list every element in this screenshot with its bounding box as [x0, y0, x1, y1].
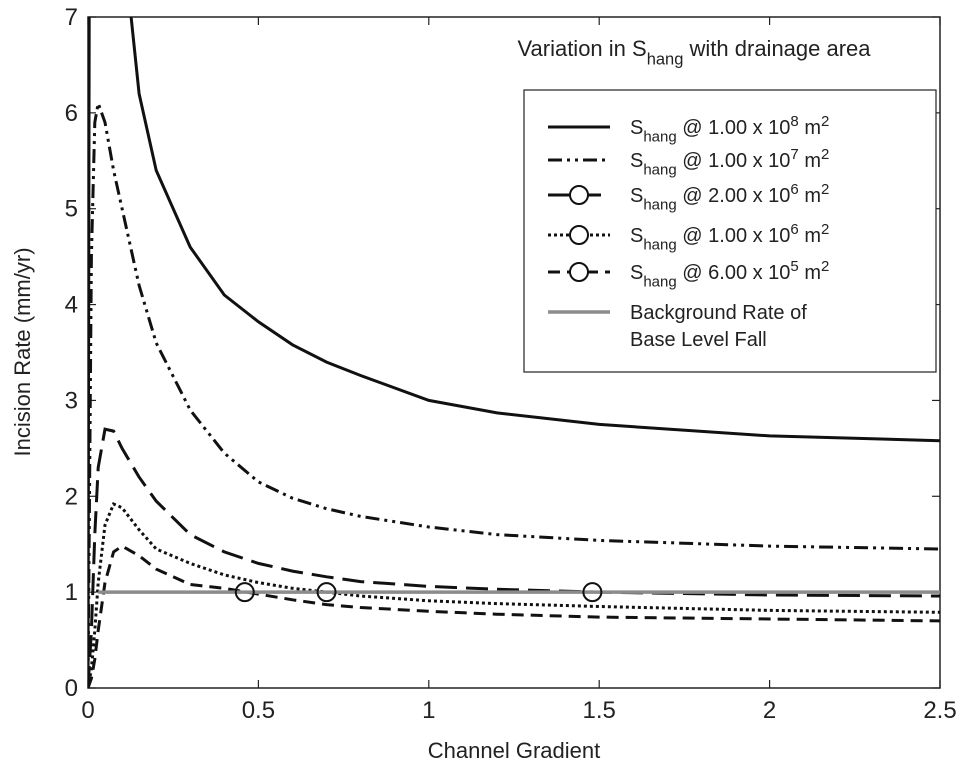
text-segment: 6 — [790, 221, 798, 238]
text-segment: m — [799, 225, 821, 247]
series-line — [88, 501, 940, 688]
legend-label: Shang @ 1.00 x 107 m2 — [630, 146, 829, 179]
y-tick-label: 3 — [65, 387, 78, 414]
x-tick-label: 0 — [81, 697, 94, 724]
y-tick-label: 0 — [65, 675, 78, 702]
text-segment: hang — [643, 197, 676, 214]
x-tick-label: 1.5 — [583, 697, 616, 724]
x-tick-label: 0.5 — [242, 697, 275, 724]
text-segment: 8 — [790, 113, 798, 130]
text-segment: 2 — [821, 146, 829, 163]
legend-label: Background Rate of Base Level Fall — [630, 302, 807, 351]
legend-box — [523, 89, 937, 373]
y-tick-label: 4 — [65, 292, 78, 319]
text-segment: m — [799, 262, 821, 284]
legend-marker — [569, 262, 589, 282]
text-segment: @ 6.00 x 10 — [677, 262, 791, 284]
y-axis-label: Incision Rate (mm/yr) — [10, 247, 35, 456]
text-segment: S — [630, 262, 643, 284]
text-segment: Base Level Fall — [630, 329, 767, 351]
series-marker — [316, 582, 337, 603]
series-line — [88, 427, 940, 688]
text-segment: m — [799, 185, 821, 207]
x-tick-label: 2.5 — [923, 697, 956, 724]
text-segment: hang — [643, 162, 676, 179]
text-segment: Variation in S — [517, 36, 646, 61]
text-segment: 2 — [821, 221, 829, 238]
text-segment: Background Rate of — [630, 302, 807, 324]
legend-label: Shang @ 1.00 x 106 m2 — [630, 221, 829, 254]
series-marker — [234, 582, 255, 603]
x-tick-label: 1 — [422, 697, 435, 724]
y-tick-label: 2 — [65, 483, 78, 510]
text-segment: 2 — [821, 181, 829, 198]
text-segment: @ 1.00 x 10 — [677, 117, 791, 139]
text-segment: hang — [643, 129, 676, 146]
y-tick-label: 6 — [65, 100, 78, 127]
x-axis-label: Channel Gradient — [428, 738, 600, 763]
plot-area — [88, 17, 940, 688]
legend-marker — [569, 185, 589, 205]
text-segment: @ 2.00 x 10 — [677, 185, 791, 207]
series-line — [88, 544, 940, 688]
text-segment: S — [630, 150, 643, 172]
y-tick-label: 5 — [65, 196, 78, 223]
text-segment: 2 — [821, 258, 829, 275]
text-segment: S — [630, 185, 643, 207]
text-segment: m — [799, 150, 821, 172]
text-segment: S — [630, 117, 643, 139]
legend-label: Shang @ 1.00 x 108 m2 — [630, 113, 829, 146]
legend-marker — [569, 225, 589, 245]
text-segment: @ 1.00 x 10 — [677, 150, 791, 172]
y-tick-label: 1 — [65, 579, 78, 606]
text-segment: 6 — [790, 181, 798, 198]
text-segment: 5 — [790, 258, 798, 275]
x-tick-label: 2 — [763, 697, 776, 724]
y-tick-label: 7 — [65, 4, 78, 31]
text-segment: 2 — [821, 113, 829, 130]
text-segment: 7 — [790, 146, 798, 163]
chart-title: Variation in Shang with drainage area — [517, 36, 871, 68]
series-line — [88, 97, 940, 688]
text-segment: S — [630, 225, 643, 247]
text-segment: @ 1.00 x 10 — [677, 225, 791, 247]
text-segment: m — [799, 117, 821, 139]
text-segment: with drainage area — [683, 36, 871, 61]
legend-label: Shang @ 2.00 x 106 m2 — [630, 181, 829, 214]
series-marker — [582, 582, 603, 603]
text-segment: hang — [643, 274, 676, 291]
legend-label: Shang @ 6.00 x 105 m2 — [630, 258, 829, 291]
text-segment: hang — [643, 237, 676, 254]
series-line — [88, 17, 940, 688]
text-segment: hang — [647, 50, 684, 68]
